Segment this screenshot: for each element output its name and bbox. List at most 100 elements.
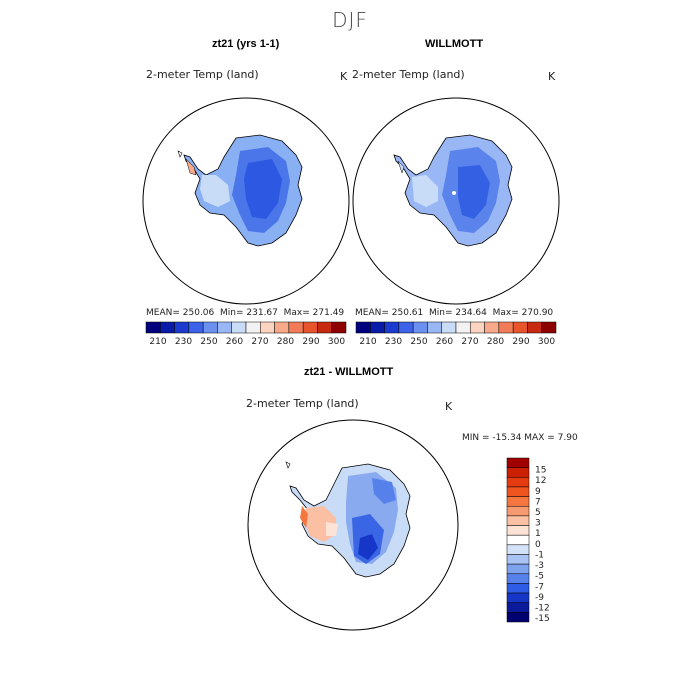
colorbar-swatch: [274, 321, 290, 334]
panel-2-mean: 250.61: [391, 308, 424, 318]
colorbar-tick-label: 9: [535, 487, 541, 497]
panel-2-variable: 2-meter Temp (land): [352, 68, 465, 81]
panel-1-max-label: Max=: [283, 308, 310, 318]
panel-3-variable: 2-meter Temp (land): [246, 397, 359, 410]
colorbar-swatch: [384, 321, 400, 334]
panel-2-min-label: Min=: [429, 308, 453, 318]
colorbar-tick-label: 0: [535, 540, 541, 550]
colorbar-swatch: [506, 612, 530, 623]
colorbar-swatch: [506, 573, 530, 584]
colorbar-tick-label: -15: [535, 614, 550, 624]
colorbar-swatch: [506, 515, 530, 526]
panel-1-units: K: [340, 70, 348, 83]
panel-1-variable: 2-meter Temp (land): [146, 68, 259, 81]
panel-2-units: K: [548, 70, 556, 83]
panel-2-min: 234.64: [455, 308, 487, 318]
panel-1-mean-label: MEAN=: [146, 308, 180, 318]
colorbar-swatch: [398, 321, 414, 334]
panel-2-colorbar: 210 230 250 260 270 280 290 300: [355, 321, 557, 347]
colorbar-tick-label: 3: [535, 519, 541, 529]
colorbar-tick-label: 290: [512, 337, 529, 347]
colorbar-tick-label: 280: [487, 337, 504, 347]
panel-1-stats: MEAN= 250.06 Min= 231.67 Max= 271.49: [146, 308, 344, 318]
colorbar-tick-label: -12: [535, 604, 550, 614]
colorbar-swatch: [506, 505, 530, 517]
colorbar-swatch: [506, 583, 530, 594]
figure-title: DJF: [332, 8, 368, 32]
colorbar-tick-label: -7: [535, 582, 544, 592]
colorbar-swatch: [527, 321, 542, 334]
colorbar-swatch: [174, 321, 190, 334]
colorbar-swatch: [506, 477, 530, 488]
colorbar-swatch: [412, 321, 428, 334]
colorbar-swatch: [512, 321, 528, 334]
colorbar-swatch: [506, 467, 530, 478]
panel-2-max: 270.90: [521, 308, 554, 318]
colorbar-swatch: [231, 321, 247, 334]
colorbar-tick-label: 260: [226, 337, 243, 347]
colorbar-swatch: [331, 321, 347, 334]
colorbar-tick-label: 290: [302, 337, 319, 347]
colorbar-swatch: [288, 321, 304, 334]
colorbar-tick-label: -9: [535, 593, 544, 603]
colorbar-tick-label: 250: [410, 337, 427, 347]
panel-1-colorbar: 210 230 250 260 270 280 290 300: [145, 321, 347, 347]
colorbar-swatch: [506, 592, 530, 603]
panel-2-max-label: Max=: [492, 308, 519, 318]
colorbar-tick-label: -5: [535, 572, 544, 582]
colorbar-swatch: [160, 321, 175, 334]
colorbar-swatch: [370, 321, 385, 334]
panel-2-title: WILLMOTT: [425, 38, 484, 50]
panel-2-map: [352, 97, 560, 305]
colorbar-swatch: [217, 321, 232, 334]
colorbar-swatch: [506, 602, 530, 613]
colorbar-tick-label: 250: [200, 337, 217, 347]
colorbar-swatch: [506, 457, 530, 468]
colorbar-swatch: [145, 321, 161, 334]
colorbar-swatch: [506, 525, 530, 536]
colorbar-tick-label: 270: [251, 337, 268, 347]
colorbar-tick-label: 300: [538, 337, 555, 347]
panel-1-map: [142, 97, 350, 305]
colorbar-swatch: [470, 321, 485, 334]
colorbar-swatch: [541, 321, 557, 334]
colorbar-swatch: [427, 321, 442, 334]
colorbar-swatch: [506, 544, 530, 555]
panel-1-min-label: Min=: [220, 308, 244, 318]
colorbar-swatch: [498, 321, 514, 334]
colorbar-tick-label: -3: [535, 561, 544, 571]
colorbar-swatch: [506, 534, 530, 546]
panel-3-stats: MIN = -15.34 MAX = 7.90: [462, 433, 578, 443]
colorbar-swatch: [302, 321, 318, 334]
panel-3-title: zt21 - WILLMOTT: [304, 366, 394, 378]
panel-2-stats: MEAN= 250.61 Min= 234.64 Max= 270.90: [355, 308, 553, 318]
colorbar-swatch: [506, 554, 530, 565]
colorbar-tick-label: 300: [328, 337, 345, 347]
colorbar-swatch: [355, 321, 371, 334]
panel-3-map: [247, 419, 459, 631]
colorbar-swatch: [202, 321, 218, 334]
colorbar-tick-label: 1: [535, 529, 541, 539]
colorbar-tick-label: -1: [535, 550, 544, 560]
panel-1-max: 271.49: [312, 308, 345, 318]
colorbar-tick-label: 7: [535, 497, 541, 507]
colorbar-swatch: [506, 496, 530, 507]
panel-3-units: K: [445, 400, 453, 413]
colorbar-swatch: [260, 321, 275, 334]
colorbar-swatch: [484, 321, 500, 334]
colorbar-tick-label: 210: [359, 337, 376, 347]
colorbar-swatch: [441, 321, 457, 334]
panel-1-title: zt21 (yrs 1-1): [212, 38, 280, 50]
colorbar-swatch: [188, 321, 204, 334]
panel-1-min: 231.67: [246, 308, 278, 318]
colorbar-tick-label: 230: [175, 337, 192, 347]
colorbar-tick-label: 12: [535, 476, 546, 486]
colorbar-tick-label: 5: [535, 508, 541, 518]
panel-1-mean: 250.06: [182, 308, 215, 318]
colorbar-swatch: [317, 321, 332, 334]
colorbar-tick-label: 260: [436, 337, 453, 347]
colorbar-swatch: [455, 321, 471, 334]
colorbar-tick-label: 230: [385, 337, 402, 347]
colorbar-tick-label: 15: [535, 466, 546, 476]
